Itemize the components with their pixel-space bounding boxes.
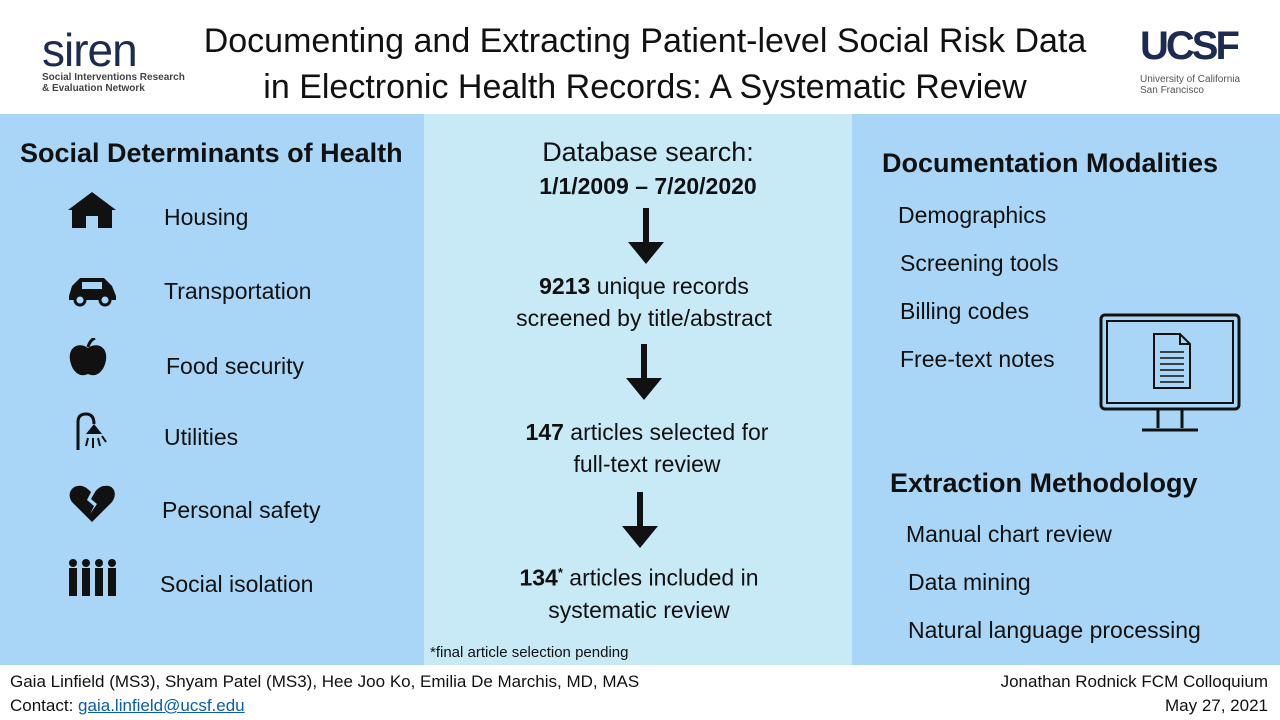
event-date: May 27, 2021 (1164, 696, 1268, 715)
logo-subtitle: & Evaluation Network (42, 83, 145, 94)
search-dates: 1/1/2009 – 7/20/2020 (539, 173, 757, 199)
logo-subtitle: Social Interventions Research (42, 72, 185, 83)
apple-icon (69, 338, 107, 376)
page-title: Documenting and Extracting Patient-level… (203, 22, 1087, 106)
ext-item: Natural language processing (908, 617, 1201, 643)
sdoh-panel: Social Determinants of Health Housing Tr… (0, 114, 424, 665)
documentation-heading: Documentation Modalities (882, 148, 1219, 178)
doc-item: Demographics (898, 202, 1047, 228)
doc-item: Billing codes (900, 298, 1030, 324)
arrow-down-icon (628, 208, 664, 264)
house-icon (68, 192, 116, 228)
ucsf-logo: UCSF University of California San Franci… (1140, 24, 1241, 96)
sdoh-item: Food security (166, 353, 305, 379)
computer-document-icon (1099, 313, 1241, 432)
sdoh-item: Transportation (164, 278, 312, 304)
people-icon (69, 559, 116, 596)
doc-item: Free-text notes (900, 346, 1055, 372)
doc-item: Screening tools (900, 250, 1059, 276)
sdoh-heading: Social Determinants of Health (20, 138, 403, 168)
sdoh-item: Housing (164, 204, 249, 230)
sdoh-item: Utilities (164, 424, 239, 450)
siren-logo: siren Social Interventions Research & Ev… (42, 24, 185, 94)
contact: Contact: gaia.linfield@ucsf.edu (10, 696, 245, 715)
step-included: 134* articles included in systematic revi… (519, 564, 759, 623)
extraction-heading: Extraction Methodology (890, 468, 1198, 498)
footnote: *final article selection pending (430, 644, 629, 661)
car-icon (69, 278, 116, 307)
shower-icon (76, 412, 107, 450)
search-label: Database search: (542, 137, 754, 167)
event-name: Jonathan Rodnick FCM Colloquium (1000, 672, 1268, 691)
step-fulltext: 147 articles selected for full-text revie… (525, 419, 769, 477)
broken-heart-icon (69, 485, 115, 522)
ext-item: Manual chart review (906, 521, 1112, 547)
authors: Gaia Linfield (MS3), Shyam Patel (MS3), … (10, 672, 640, 691)
ext-item: Data mining (908, 569, 1031, 595)
modalities-panel: Documentation Modalities Demographics Sc… (852, 114, 1280, 665)
step-records: 9213 unique records screened by title/abs… (516, 273, 772, 331)
sdoh-item: Personal safety (162, 497, 321, 523)
contact-email-link[interactable]: gaia.linfield@ucsf.edu (78, 696, 245, 715)
arrow-down-icon (626, 344, 662, 400)
footer: Gaia Linfield (MS3), Shyam Patel (MS3), … (0, 665, 1280, 720)
sdoh-item: Social isolation (160, 571, 314, 597)
arrow-down-icon (622, 492, 658, 548)
header: siren Social Interventions Research & Ev… (0, 0, 1280, 114)
search-flow-panel: Database search: 1/1/2009 – 7/20/2020 92… (424, 114, 852, 665)
